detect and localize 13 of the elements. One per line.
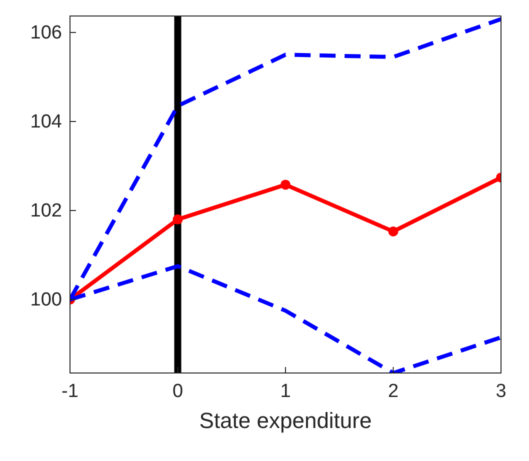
- x-tick-label: 2: [388, 381, 399, 402]
- point: [172, 214, 183, 224]
- x-tick-label: -1: [62, 381, 78, 402]
- x-axis-title: State expenditure: [199, 408, 372, 433]
- x-tick-label: 1: [280, 381, 291, 402]
- y-tick-label: 104: [30, 112, 62, 132]
- x-tick-label: 0: [172, 381, 184, 402]
- point: [280, 180, 290, 190]
- y-tick-label: 106: [30, 22, 62, 44]
- point: [388, 226, 398, 236]
- y-tick-label: 100: [30, 290, 62, 311]
- y-tick-label: 102: [30, 200, 62, 222]
- x-tick-label: 3: [496, 381, 506, 402]
